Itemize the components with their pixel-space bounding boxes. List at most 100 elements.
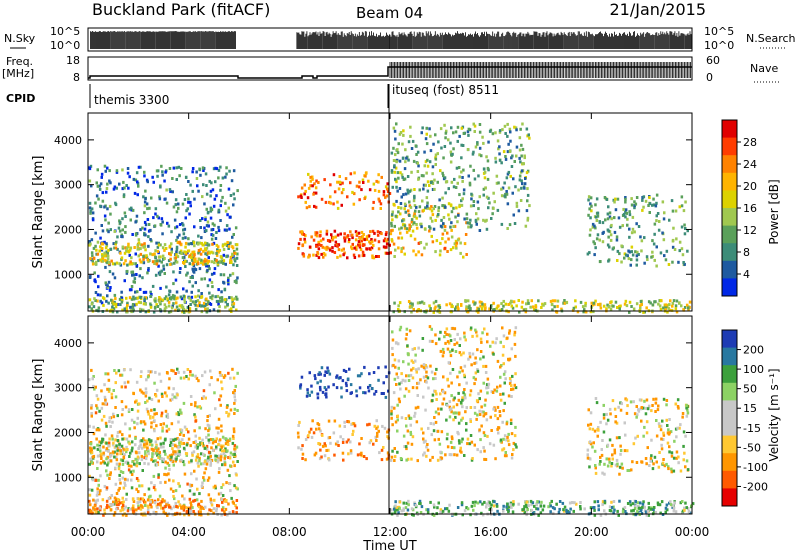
power-cell bbox=[478, 123, 482, 126]
power-cell bbox=[635, 254, 639, 258]
velocity-cell bbox=[115, 507, 118, 511]
velocity-cell bbox=[95, 404, 98, 408]
power-cell bbox=[322, 255, 325, 259]
power-cell bbox=[413, 237, 417, 241]
power-cell bbox=[217, 176, 220, 180]
velocity-cell bbox=[461, 396, 464, 400]
velocity-cell bbox=[203, 460, 207, 464]
power-cell bbox=[90, 184, 93, 188]
velocity-cell bbox=[95, 493, 99, 497]
power-cell bbox=[120, 300, 124, 304]
power-cell bbox=[186, 305, 190, 309]
velocity-cell bbox=[485, 386, 488, 390]
power-cell bbox=[456, 139, 459, 143]
power-cell bbox=[455, 241, 459, 245]
power-cell bbox=[684, 200, 687, 204]
power-cell bbox=[180, 304, 184, 308]
power-cell bbox=[497, 304, 500, 308]
power-cell bbox=[99, 204, 102, 208]
velocity-cell bbox=[496, 405, 500, 409]
power-cell bbox=[603, 196, 607, 199]
power-cell bbox=[217, 229, 221, 233]
power-cell bbox=[465, 307, 468, 311]
power-cell bbox=[96, 184, 100, 188]
velocity-cell bbox=[488, 442, 492, 446]
power-cell bbox=[155, 262, 159, 266]
velocity-cell bbox=[150, 505, 153, 509]
power-cell bbox=[135, 171, 139, 175]
velocity-cell bbox=[89, 442, 93, 446]
velocity-cell bbox=[396, 418, 399, 422]
velocity-cell bbox=[501, 353, 505, 357]
power-cell bbox=[524, 177, 527, 180]
power-cell bbox=[500, 187, 503, 191]
power-cell bbox=[181, 236, 185, 240]
velocity-cell bbox=[148, 396, 151, 400]
power-cell bbox=[390, 170, 394, 174]
velocity-cell bbox=[116, 439, 120, 442]
power-cell bbox=[149, 304, 153, 308]
velocity-cell bbox=[517, 502, 520, 506]
power-cell bbox=[657, 228, 661, 232]
power-cell bbox=[589, 196, 593, 200]
velocity-cell bbox=[125, 492, 128, 496]
power-cell bbox=[421, 126, 424, 130]
power-cell bbox=[346, 234, 350, 238]
power-cell bbox=[191, 300, 195, 304]
velocity-cell bbox=[163, 438, 167, 442]
power-cell bbox=[98, 249, 101, 253]
power-cell bbox=[596, 214, 600, 218]
velocity-cell bbox=[233, 392, 236, 396]
velocity-cell bbox=[451, 326, 454, 330]
velocity-cell bbox=[327, 369, 330, 373]
velocity-cell bbox=[438, 337, 441, 341]
power-cell bbox=[224, 242, 227, 246]
power-cell bbox=[317, 240, 320, 244]
power-cell bbox=[631, 227, 635, 231]
velocity-cell bbox=[216, 378, 219, 382]
velocity-cell bbox=[479, 438, 482, 442]
power-cell bbox=[612, 198, 615, 202]
power-cell bbox=[224, 175, 227, 179]
power-cell bbox=[433, 307, 436, 311]
power-cell bbox=[415, 216, 418, 220]
power-cell bbox=[430, 234, 433, 238]
velocity-cell bbox=[140, 446, 144, 450]
velocity-cell bbox=[368, 422, 371, 426]
velocity-cell bbox=[149, 416, 152, 420]
power-cell bbox=[228, 169, 231, 173]
power-cell bbox=[421, 199, 424, 203]
velocity-cell bbox=[189, 395, 193, 398]
power-cell bbox=[385, 194, 389, 198]
velocity-cell bbox=[167, 427, 171, 431]
power-cell bbox=[139, 165, 142, 169]
power-cell bbox=[592, 310, 595, 314]
power-cell bbox=[534, 308, 537, 312]
velocity-cell bbox=[169, 444, 172, 447]
power-cell bbox=[188, 212, 191, 216]
velocity-cell bbox=[90, 412, 93, 415]
velocity-cell bbox=[398, 328, 402, 332]
power-cell bbox=[149, 290, 152, 294]
power-cell bbox=[644, 199, 648, 203]
power-cell bbox=[387, 237, 390, 241]
velocity-cell bbox=[216, 454, 219, 458]
power-cell bbox=[309, 179, 312, 183]
velocity-cell bbox=[489, 344, 492, 348]
power-cell bbox=[393, 170, 396, 174]
power-cell bbox=[529, 305, 532, 309]
velocity-cell bbox=[166, 513, 169, 517]
power-cell bbox=[143, 200, 147, 204]
velocity-cell bbox=[208, 383, 211, 387]
power-ytick-label: 1000 bbox=[54, 268, 82, 281]
power-cell bbox=[115, 261, 119, 265]
power-cell bbox=[482, 187, 486, 191]
power-cell bbox=[454, 239, 458, 243]
power-cell bbox=[408, 200, 411, 204]
velocity-cell bbox=[422, 431, 425, 435]
power-cell bbox=[353, 192, 356, 196]
power-cell bbox=[340, 248, 344, 252]
power-cell bbox=[92, 305, 96, 309]
power-cell bbox=[533, 307, 536, 311]
velocity-cell bbox=[561, 501, 565, 505]
